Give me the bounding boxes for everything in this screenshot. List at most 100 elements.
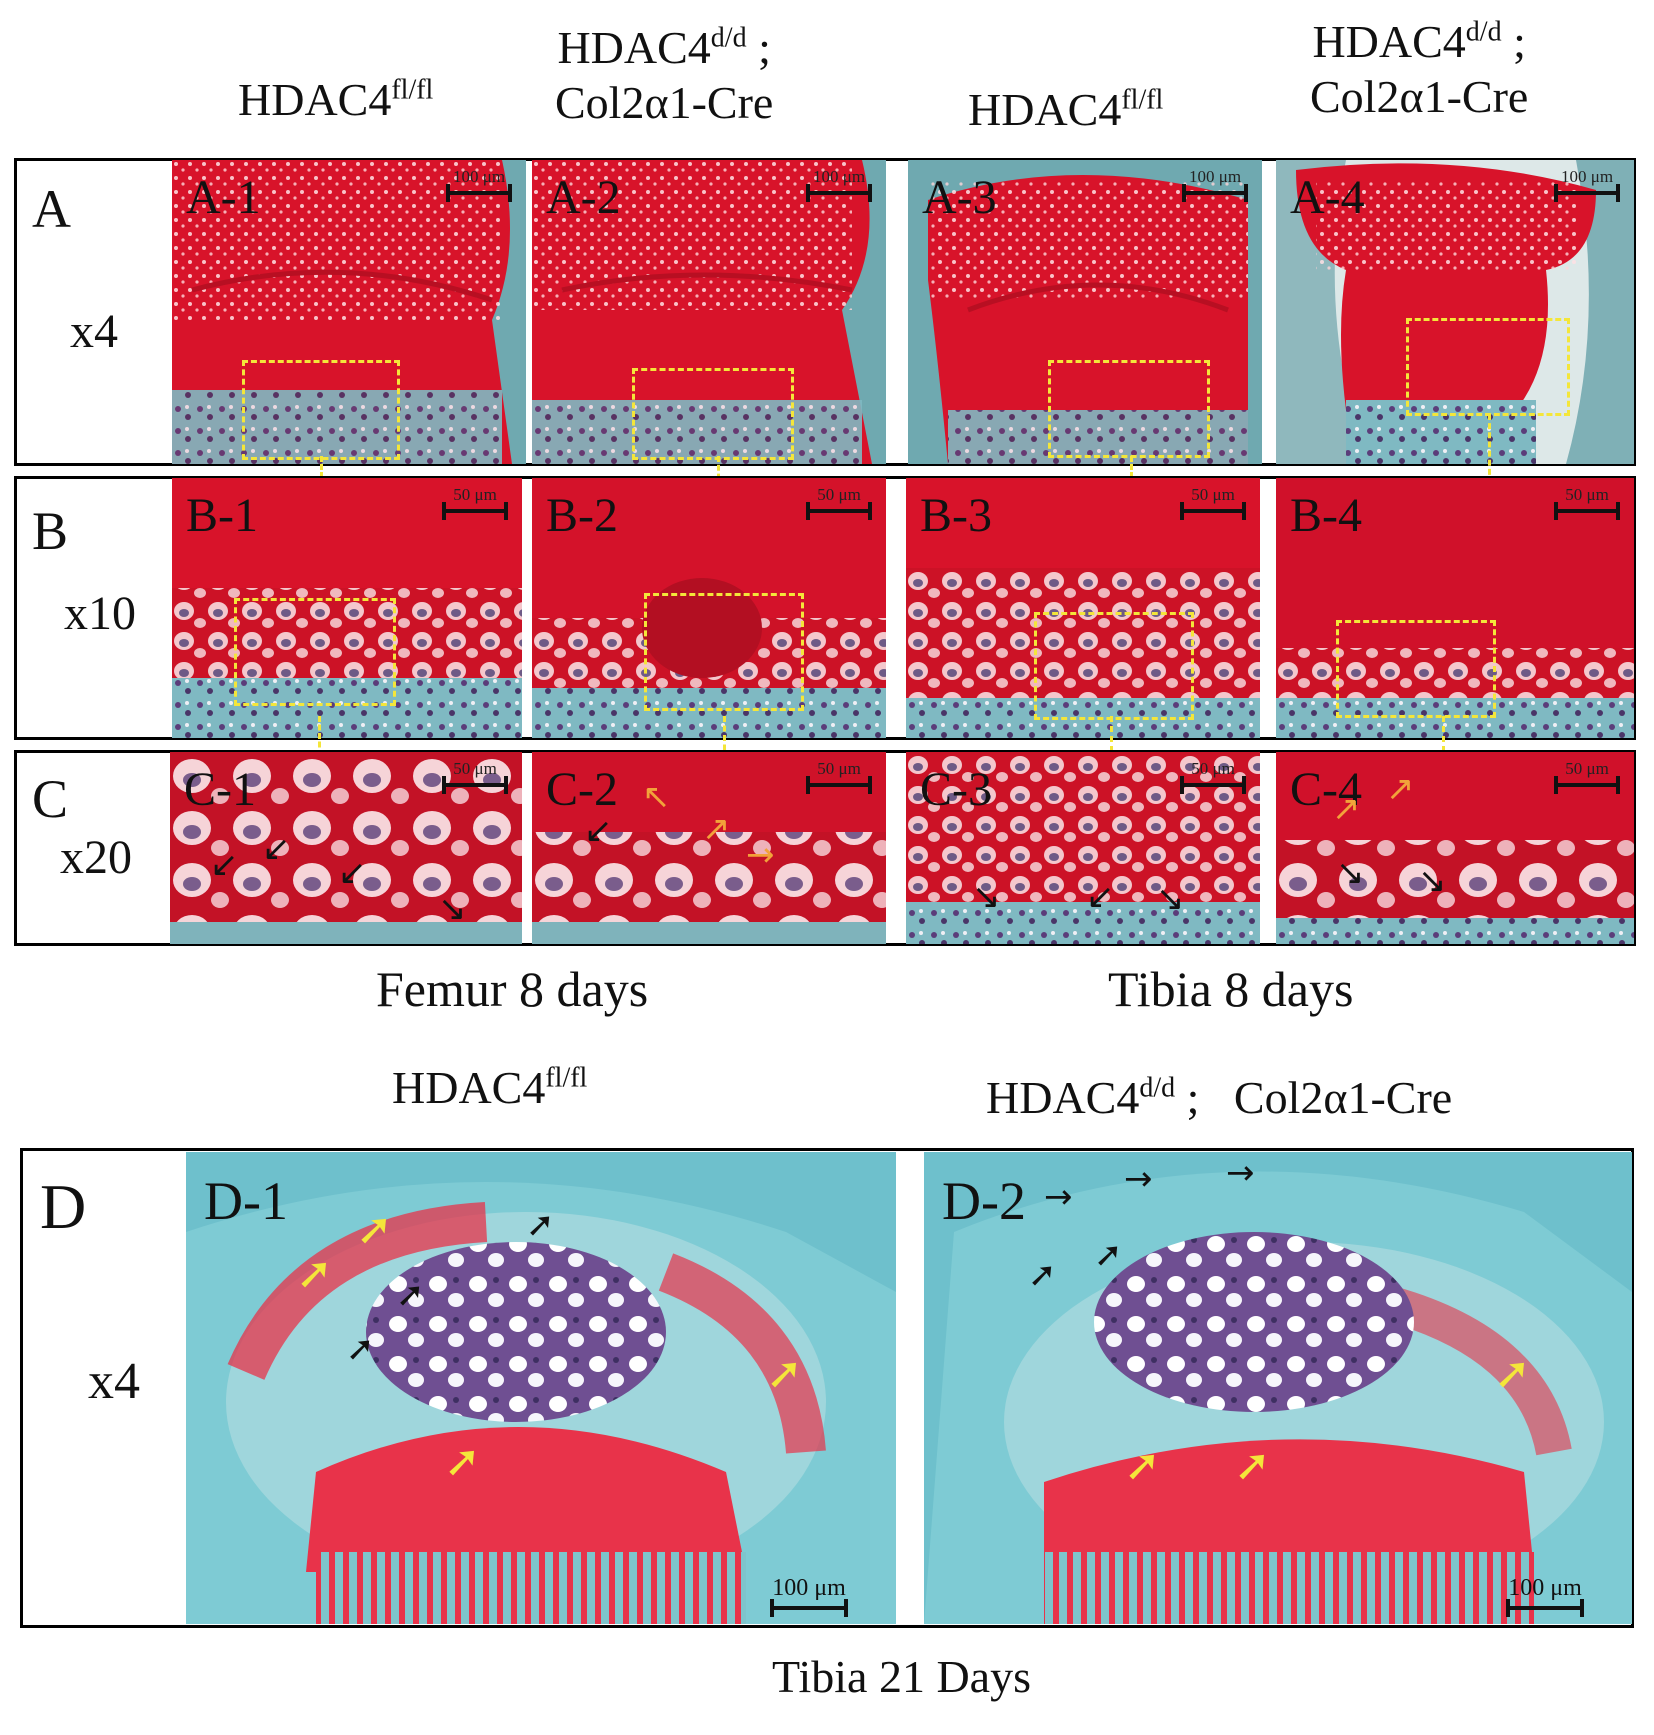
panel-a4-scale-text: 100 μm [1560, 167, 1614, 186]
panel-d2-scalebar: 100 μm [1506, 1575, 1584, 1617]
panel-a3-scale-text: 100 μm [1188, 167, 1242, 186]
panel-b3: B-3 50 μm [906, 478, 1260, 738]
header-col2-sup: d/d [710, 22, 747, 54]
arrow-icon: ➚ [1124, 1440, 1161, 1491]
header-col4-cre: Col2α1-Cre [1310, 71, 1529, 123]
row-a-magnification: x4 [70, 305, 118, 358]
panel-a3-label: A-3 [922, 171, 997, 224]
header-col4-gene: HDAC4 [1312, 16, 1466, 67]
header-col3-sup: fl/fl [1121, 84, 1164, 116]
panel-c4-label: C-4 [1290, 763, 1362, 816]
panel-b3-roi-box [1034, 612, 1194, 720]
panel-b3-scale-text: 50 μm [1191, 485, 1235, 504]
arrow-icon: ➚ [1234, 1440, 1271, 1491]
panel-d1-scalebar: 100 μm [770, 1575, 848, 1617]
arrow-icon: ↙ [1086, 877, 1115, 917]
arrow-icon: ↘ [1418, 861, 1447, 901]
panel-c3-scale-text: 50 μm [1191, 759, 1235, 778]
panel-c3-image [906, 752, 1260, 944]
header-col3: HDAC4fl/fl [968, 82, 1163, 137]
header-col4-semicolon: ; [1501, 16, 1526, 67]
connector-a4-b4 [1488, 414, 1491, 484]
arrow-icon: ↘ [1156, 879, 1185, 919]
arrow-icon: ➚ [526, 1205, 555, 1245]
header-col4-sup: d/d [1465, 16, 1502, 48]
panel-a2-image [532, 160, 886, 464]
panel-b1-roi-box [234, 598, 396, 706]
arrow-icon: ➚ [766, 1348, 803, 1399]
panel-b2-roi-box [644, 593, 804, 711]
panel-c4: C-4 50 μm ↗ ↗ ↘ ↘ [1276, 752, 1634, 944]
panel-b2-label: B-2 [546, 489, 618, 542]
connector-b4-c4 [1442, 716, 1445, 752]
panel-d1-scale-text: 100 μm [772, 1575, 846, 1601]
panel-a2-label: A-2 [546, 171, 621, 224]
header-d2: HDAC4d/d ; Col2α1-Cre [986, 1070, 1452, 1125]
arrow-icon: → [746, 835, 775, 875]
panel-b3-label: B-3 [920, 489, 992, 542]
header-col2: HDAC4d/d ; Col2α1-Cre [555, 20, 773, 130]
panel-c2-label: C-2 [546, 763, 618, 816]
arrow-icon: ↗ [1332, 789, 1361, 829]
panel-c3-scalebar: 50 μm [1180, 759, 1246, 794]
row-a-label: A [32, 179, 71, 239]
panel-c1-label: C-1 [184, 763, 256, 816]
header-col1-text: HDAC4 [238, 74, 392, 125]
panel-c3-label: C-3 [920, 763, 992, 816]
caption-tibia-21-days: Tibia 21 Days [772, 1651, 1031, 1702]
row-c-magnification: x20 [60, 831, 132, 884]
panel-a1: A-1 100 μm [172, 160, 526, 464]
panel-b1-image [172, 478, 522, 738]
panel-c4-scalebar: 50 μm [1554, 759, 1620, 794]
panel-b4-scalebar: 50 μm [1554, 486, 1620, 520]
arrow-icon: → [1044, 1177, 1073, 1217]
caption-femur-8-days: Femur 8 days [376, 961, 649, 1017]
panel-a2-roi-box [632, 368, 794, 460]
row-d-magnification: x4 [88, 1353, 140, 1410]
panel-a3-scalebar: 100 μm [1182, 167, 1248, 202]
panel-b1-scalebar: 50 μm [442, 485, 508, 520]
arrow-icon: ↘ [438, 889, 467, 929]
panel-d2-image [924, 1152, 1632, 1624]
panel-b1-scale-text: 50 μm [453, 485, 497, 504]
panel-d2-label: D-2 [942, 1171, 1026, 1231]
panel-a2-scale-text: 100 μm [812, 167, 866, 186]
arrow-icon: ↗ [702, 809, 731, 849]
row-c-label: C [32, 769, 69, 829]
header-d2-sup: d/d [1139, 1072, 1176, 1104]
panel-d1-label: D-1 [204, 1171, 288, 1231]
panel-a4-roi-box [1406, 318, 1570, 416]
panel-c2: C-2 50 μm ↖ ↗ → ↙ [532, 752, 886, 944]
row-b-magnification: x10 [64, 587, 136, 640]
panel-c4-scale-text: 50 μm [1565, 759, 1609, 778]
panel-a2-scalebar: 100 μm [806, 167, 872, 202]
panel-d2-scale-text: 100 μm [1508, 1575, 1582, 1601]
arrow-icon: ➚ [346, 1329, 375, 1369]
arrow-icon: ↙ [584, 811, 613, 851]
panel-c1-scalebar: 50 μm [442, 759, 508, 794]
arrow-icon: → [1226, 1153, 1255, 1193]
panel-a1-scale-text: 100 μm [452, 167, 506, 186]
panel-c3: C-3 50 μm ↘ ↙ ↘ [906, 752, 1260, 944]
header-d1-gene: HDAC4 [392, 1062, 546, 1113]
arrow-icon: ➚ [1028, 1255, 1057, 1295]
caption-tibia-8-days: Tibia 8 days [1108, 961, 1354, 1017]
header-col3-text: HDAC4 [968, 84, 1122, 135]
panel-b4: B-4 50 μm [1276, 478, 1634, 738]
panel-a3-image [908, 160, 1262, 464]
connector-b1-c1 [318, 716, 321, 756]
panel-c2-scalebar: 50 μm [806, 760, 872, 794]
arrow-icon: ↙ [210, 845, 239, 885]
arrow-icon: ➚ [1494, 1348, 1531, 1399]
panel-c4-image [1276, 752, 1634, 944]
arrow-icon: ➚ [356, 1204, 393, 1255]
panel-a4-scalebar: 100 μm [1554, 167, 1620, 202]
row-d-label: D [40, 1171, 87, 1242]
panel-c1-scale-text: 50 μm [453, 759, 497, 778]
arrow-icon: ↙ [262, 829, 291, 869]
header-d2-cre: ; Col2α1-Cre [1175, 1072, 1453, 1123]
arrow-icon: ↙ [338, 853, 367, 893]
arrow-icon: ↘ [1336, 853, 1365, 893]
panel-b1: B-1 50 μm [172, 478, 522, 738]
panel-d1: D-1 100 μm ➚ ➚ ➚ ➚ ➚ ➚ ➚ [186, 1152, 896, 1624]
